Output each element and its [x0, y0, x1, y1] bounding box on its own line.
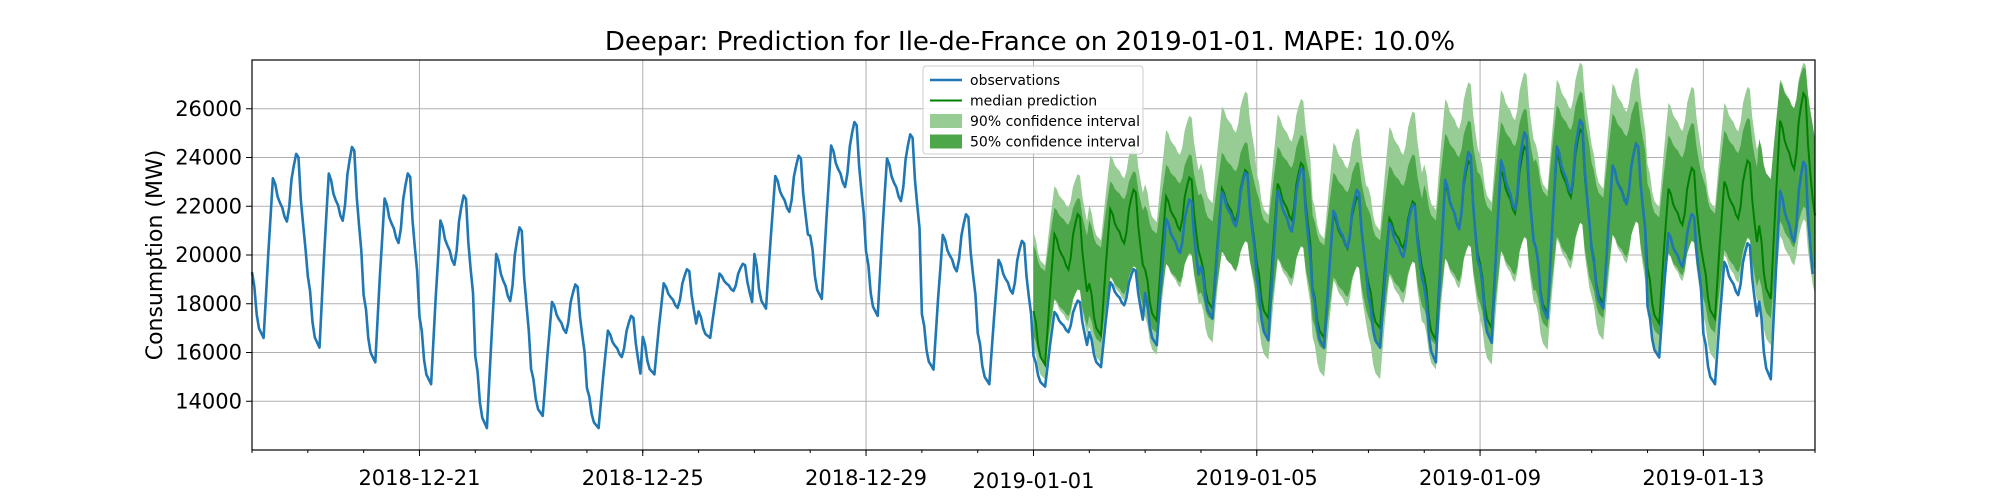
y-tick-label: 20000 — [175, 243, 242, 267]
legend: observations median prediction 90% confide… — [922, 65, 1144, 155]
x-tick-label: 2019-01-01 — [972, 469, 1094, 493]
x-tick-label: 2019-01-05 — [1196, 466, 1318, 490]
y-tick-label: 26000 — [175, 97, 242, 121]
legend-swatch — [930, 114, 962, 128]
y-tick-label: 22000 — [175, 194, 242, 218]
x-tick-label: 2018-12-25 — [582, 466, 704, 490]
legend-label: 90% confidence interval — [970, 114, 1140, 130]
legend-label: observations — [970, 73, 1060, 89]
observations-line — [250, 118, 1814, 430]
x-tick-label: 2019-01-13 — [1642, 466, 1764, 490]
axis-ticks: 14000 16000 18000 20000 22000 24000 26000 2018-… — [175, 97, 1816, 493]
legend-label: median prediction — [970, 94, 1097, 110]
ci50-band — [1033, 67, 1815, 363]
y-tick-label: 18000 — [175, 292, 242, 316]
y-tick-label: 14000 — [175, 389, 242, 413]
x-tick-label: 2019-01-09 — [1419, 466, 1541, 490]
median-prediction-line — [1032, 90, 1816, 368]
chart-title: Deepar: Prediction for Ile-de-France on … — [605, 27, 1455, 57]
x-tick-label: 2018-12-21 — [358, 466, 480, 490]
legend-label: 50% confidence interval — [970, 135, 1140, 151]
legend-box — [922, 65, 1144, 155]
observations-line-layer — [250, 118, 1814, 430]
legend-swatch — [930, 134, 962, 149]
y-tick-label: 24000 — [175, 146, 242, 170]
y-axis-label: Consumption (MW) — [143, 150, 168, 361]
y-tick-label: 16000 — [175, 341, 242, 365]
median-line-layer — [1032, 90, 1816, 368]
ci50-band-layer — [1033, 67, 1815, 363]
x-tick-label: 2018-12-29 — [805, 466, 927, 490]
